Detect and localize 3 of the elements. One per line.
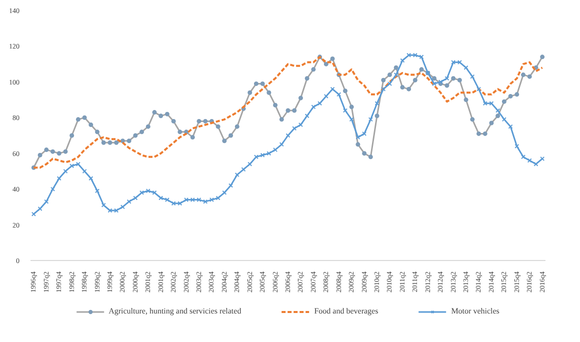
legend-label: Agriculture, hunting and servicies related (108, 306, 242, 316)
legend-label: Food and beverages (314, 306, 378, 316)
legend-label: Motor vehicles (451, 306, 500, 316)
